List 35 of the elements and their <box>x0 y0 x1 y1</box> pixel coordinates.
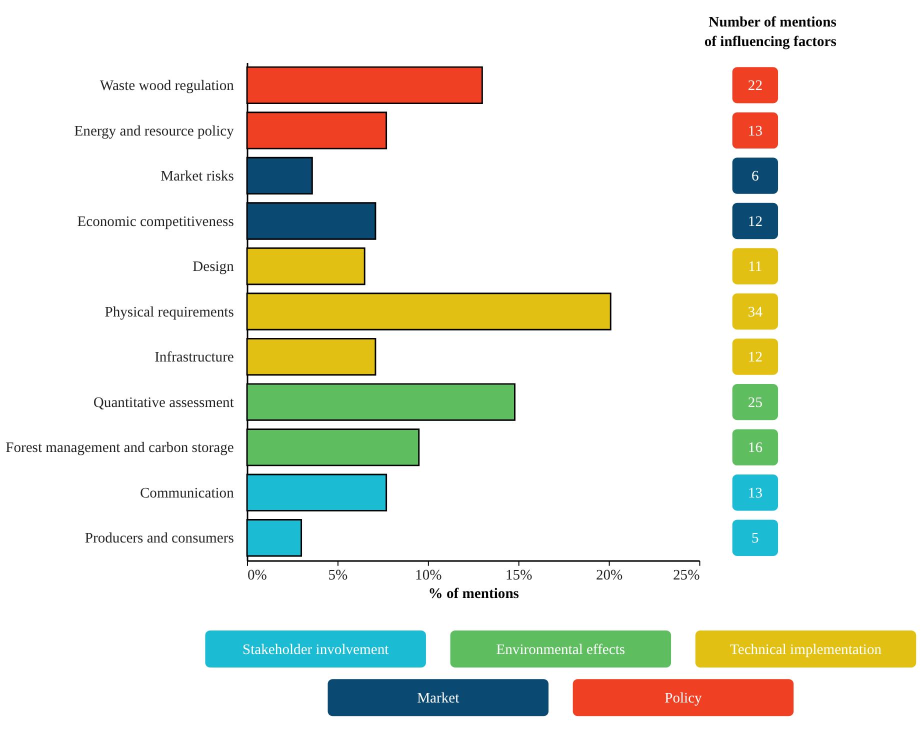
x-tick-label: 15% <box>505 567 532 584</box>
data-label: 12 <box>748 350 762 366</box>
y-tick-label: Market risks <box>160 168 234 185</box>
y-tick-label: Forest management and carbon storage <box>6 440 234 456</box>
x-tick-label: 0% <box>248 567 267 584</box>
text: Technical implementation <box>730 642 882 658</box>
data-label: 25 <box>748 394 762 411</box>
data-label: 13 <box>748 485 762 502</box>
x-tick-label: 10% <box>415 567 442 584</box>
x-axis-title: % of mentions <box>428 586 520 602</box>
data-label: 11 <box>748 259 762 276</box>
x-tick-label: 25% <box>673 567 700 584</box>
y-tick-label: Design <box>192 259 235 276</box>
y-tick-label: Infrastructure <box>154 350 234 366</box>
x-tick-label: 20% <box>596 567 623 584</box>
data-label: 34 <box>748 304 764 320</box>
data-label: 12 <box>748 214 762 230</box>
data-label: 22 <box>748 78 762 94</box>
y-tick-label: Quantitative assessment <box>93 394 234 411</box>
data-label: 5 <box>752 530 759 547</box>
y-tick-label: Waste wood regulation <box>100 78 235 94</box>
x-tick-label: 5% <box>328 567 348 584</box>
text: Environmental effects <box>496 642 626 658</box>
data-label: 6 <box>752 168 759 185</box>
data-label: 13 <box>748 123 762 140</box>
y-tick-label: Energy and resource policy <box>74 123 235 140</box>
text: Number of mentions of influencing factors <box>704 14 837 50</box>
y-tick-label: Communication <box>140 485 235 502</box>
text: Policy <box>664 690 703 706</box>
text: Market <box>417 690 460 706</box>
y-tick-label: Physical requirements <box>104 304 234 320</box>
y-tick-label: Producers and consumers <box>84 530 234 547</box>
data-label: 16 <box>748 440 762 456</box>
text: Stakeholder involvement <box>242 642 389 658</box>
y-tick-label: Economic competitiveness <box>77 214 234 230</box>
